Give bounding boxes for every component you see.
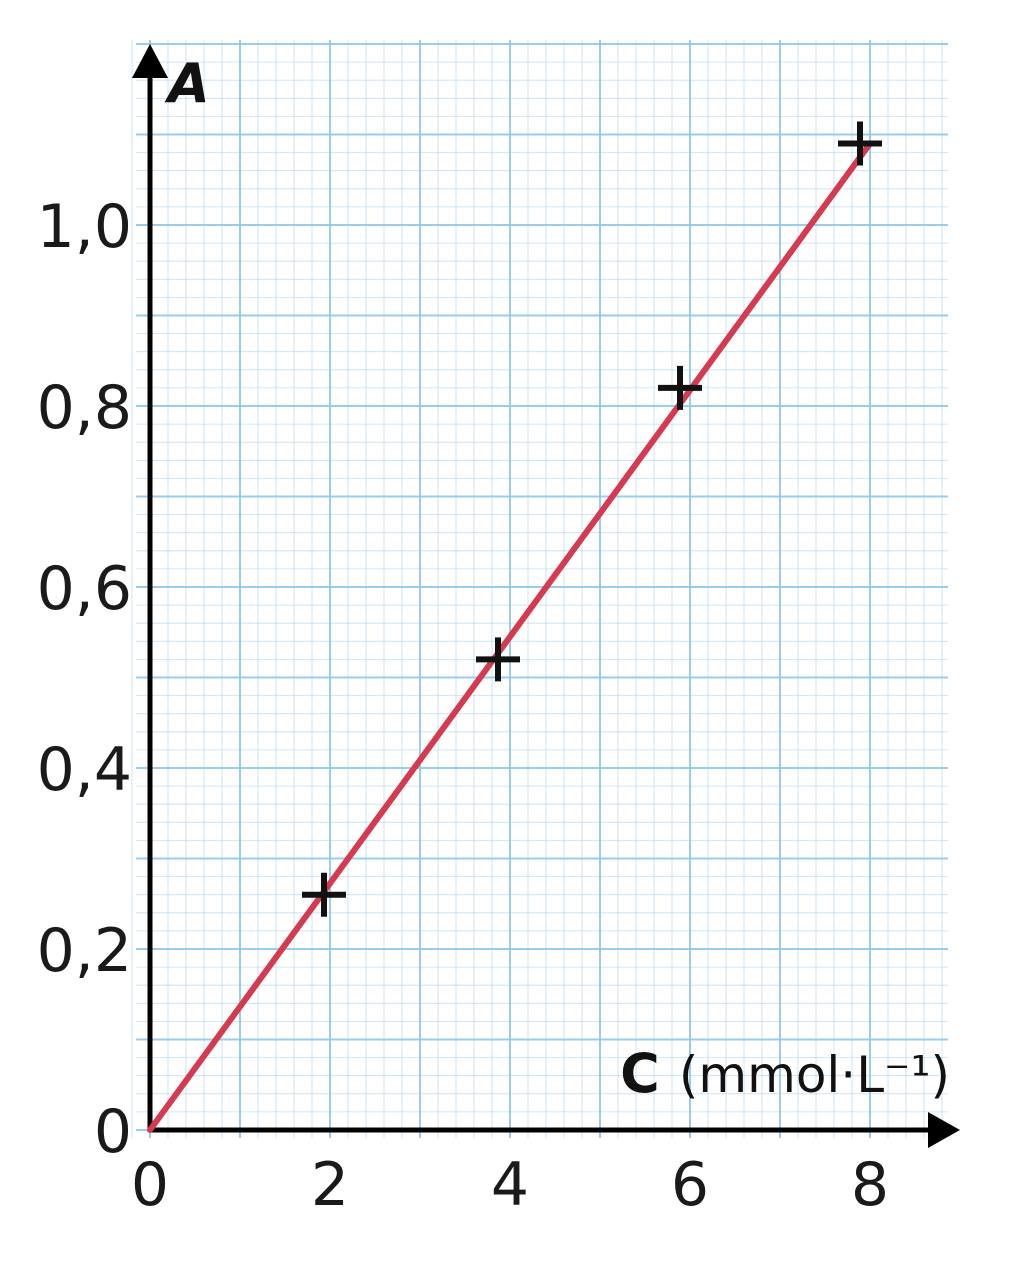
fit-line-segment [147,140,873,1133]
y-axis-arrow [132,44,168,78]
y-axis-title: A [164,52,210,115]
data-point [658,365,702,410]
x-axis-title-symbol: C [620,1042,660,1105]
y-tick-label: 0,6 [37,554,132,624]
y-tick-label: 0,8 [37,373,132,443]
data-points [302,121,882,917]
x-tick-label: 0 [131,1150,169,1220]
grid-minor [131,40,948,1138]
x-tick-label: 2 [311,1150,349,1220]
x-tick-label: 4 [491,1150,529,1220]
y-tick-label: 0 [94,1097,132,1167]
axes [132,44,960,1148]
x-axis-title-unit: (mmol·L⁻¹) [679,1046,950,1104]
x-axis-arrow [928,1112,960,1148]
data-point [838,121,882,166]
y-tick-labels: 0 0,2 0,4 0,6 0,8 1,0 [37,192,132,1167]
fit-line [147,140,873,1133]
x-tick-label: 8 [851,1150,889,1220]
data-point [476,637,520,682]
x-axis-title: C (mmol·L⁻¹) [620,1042,950,1105]
x-tick-labels: 0 2 4 6 8 [131,1150,889,1220]
y-tick-label: 0,2 [37,916,132,986]
x-tick-label: 6 [671,1150,709,1220]
data-point [302,872,346,917]
y-tick-label: 1,0 [37,192,132,262]
y-tick-label: 0,4 [37,735,132,805]
